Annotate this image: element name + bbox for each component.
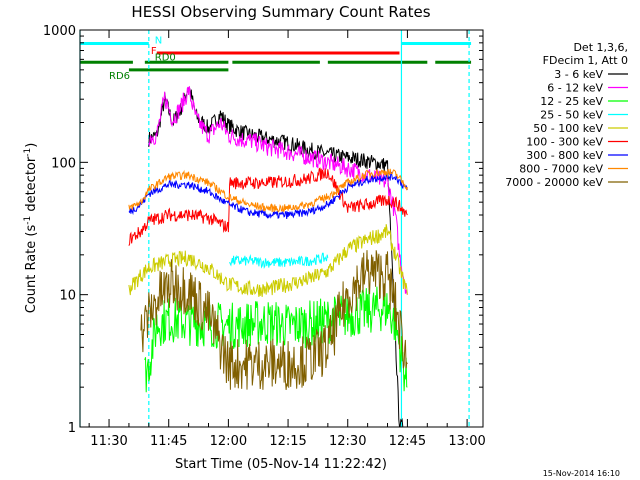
x-tick-label-6: 13:00 xyxy=(448,434,485,449)
series-line-6 xyxy=(128,171,408,219)
series-line-7 xyxy=(128,168,408,213)
x-tick-label-4: 12:30 xyxy=(329,434,366,449)
legend-header-1: FDecim 1, Att 0 xyxy=(543,54,628,67)
y-axis-ticks: 1 10 100 1000 xyxy=(43,24,483,436)
x-axis-label: Start Time (05-Nov-14 11:22:42) xyxy=(175,457,387,472)
x-tick-label-5: 12:45 xyxy=(389,434,426,449)
plot-frame xyxy=(79,29,484,428)
legend-label-6: 300 - 800 keV xyxy=(526,149,603,162)
chart-title: HESSI Observing Summary Count Rates xyxy=(131,3,430,21)
x-tick-label-2: 12:00 xyxy=(210,434,247,449)
legend-label-5: 100 - 300 keV xyxy=(526,136,603,149)
y-axis-label-mid: detector xyxy=(24,156,39,216)
series-group xyxy=(128,86,408,428)
series-line-8 xyxy=(140,250,408,390)
y-tick-label-0: 1 xyxy=(68,421,76,436)
y-axis-label-end: ) xyxy=(24,143,39,148)
y-axis-label-sup2: -1 xyxy=(23,148,33,157)
state-bar-label-n: N xyxy=(155,36,162,47)
y-axis-label-sup1: -1 xyxy=(23,216,33,225)
y-axis-label: Count Rate (s-1 detector-1) xyxy=(23,143,39,314)
x-tick-label-3: 12:15 xyxy=(269,434,306,449)
y-tick-label-1: 10 xyxy=(59,289,76,304)
x-tick-label-1: 11:45 xyxy=(150,434,187,449)
state-bar-label-f: F xyxy=(151,46,157,57)
x-axis-ticks: 11:30 11:45 12:00 12:15 12:30 12:45 13:00 xyxy=(88,30,486,449)
x-tick-label-0: 11:30 xyxy=(90,434,127,449)
legend-header-0: Det 1,3,6, xyxy=(573,41,628,54)
legend-label-0: 3 - 6 keV xyxy=(554,68,603,81)
legend-label-4: 50 - 100 keV xyxy=(533,122,603,135)
state-bar-label-rd0: RD0 xyxy=(155,52,176,63)
series-line-0 xyxy=(148,86,404,428)
legend-label-3: 25 - 50 keV xyxy=(540,109,603,122)
series-line-1 xyxy=(148,86,408,295)
legend-label-2: 12 - 25 keV xyxy=(540,95,603,108)
y-tick-label-3: 1000 xyxy=(43,24,76,39)
legend-label-7: 800 - 7000 keV xyxy=(519,163,603,176)
y-axis-label-main: Count Rate (s xyxy=(24,225,39,314)
legend-label-1: 6 - 12 keV xyxy=(547,82,603,95)
series-line-4 xyxy=(128,224,408,297)
y-tick-label-2: 100 xyxy=(51,156,76,171)
series-line-3 xyxy=(229,252,329,270)
series-line-5 xyxy=(128,167,408,246)
state-bar-label-rd6: RD6 xyxy=(109,71,130,82)
legend-label-8: 7000 - 20000 keV xyxy=(505,176,603,189)
footer-date: 15-Nov-2014 16:10 xyxy=(543,469,620,478)
